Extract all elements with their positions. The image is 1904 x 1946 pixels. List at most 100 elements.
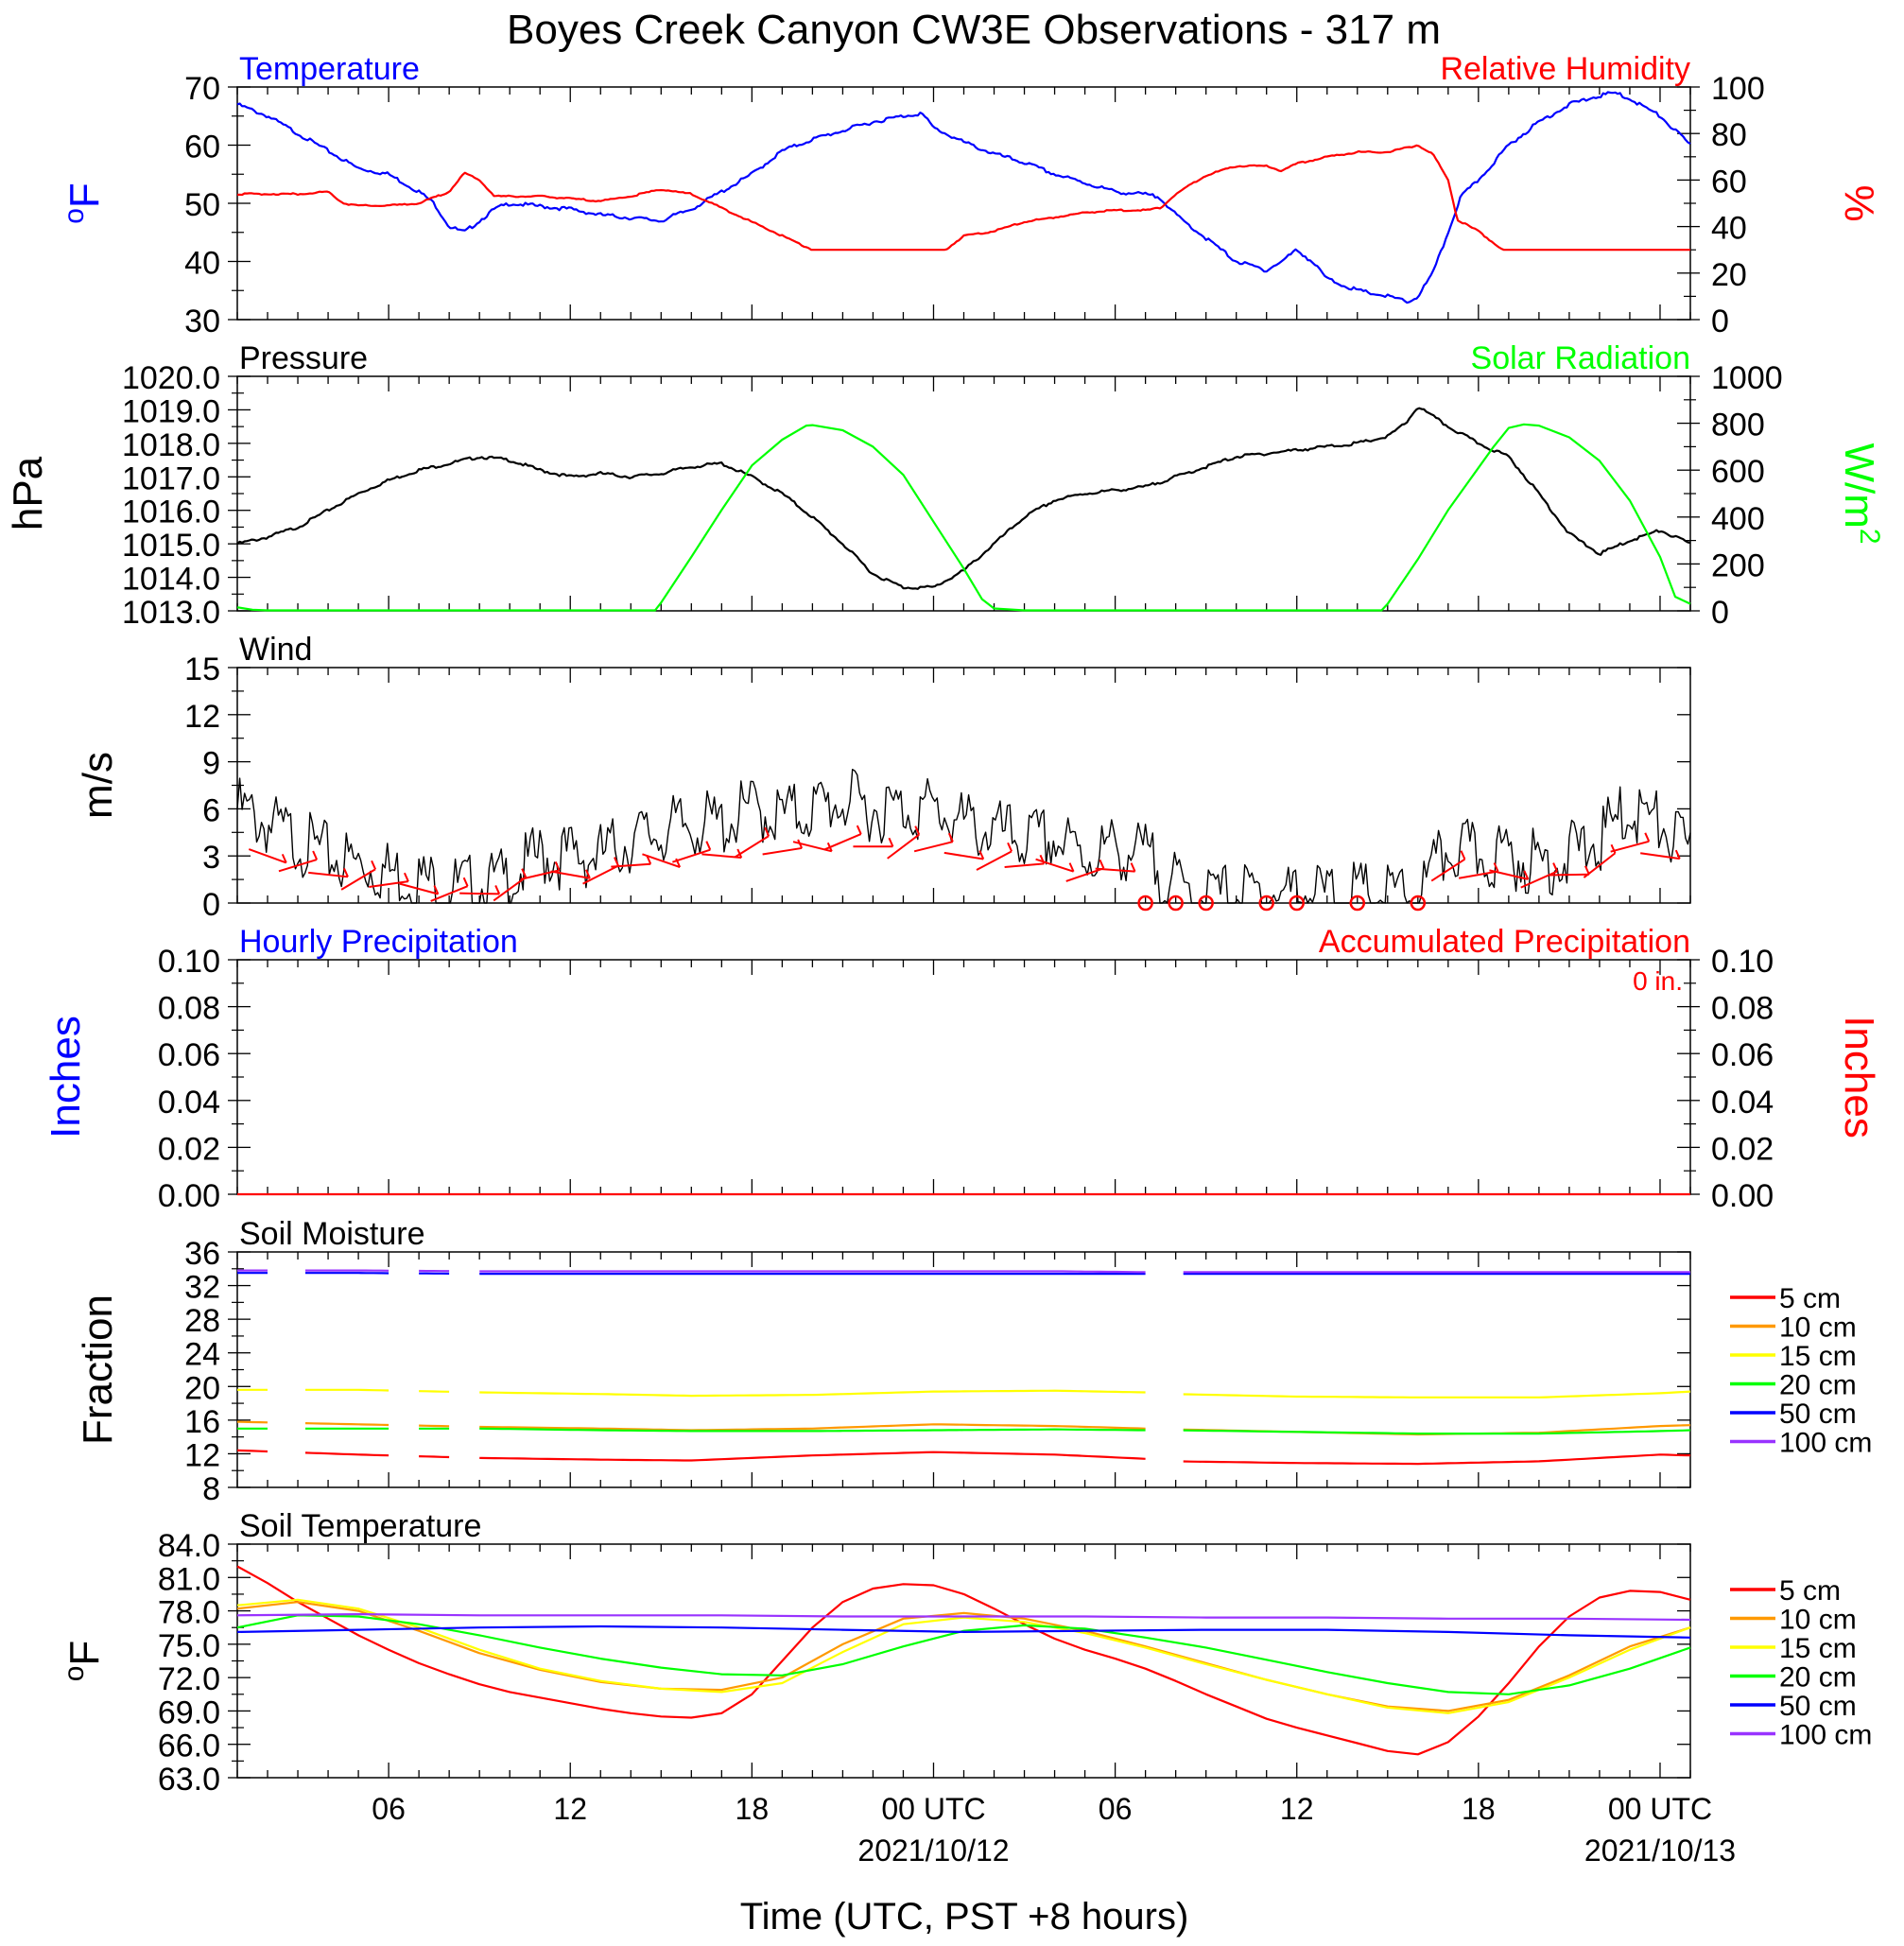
wind-barb-flag	[554, 860, 561, 871]
y-right-tick-label: 0.02	[1711, 1131, 1774, 1167]
series-line-relative-humidity	[236, 144, 1690, 252]
y-left-tick-label: 1019.0	[122, 393, 220, 429]
series-line-5-cm	[419, 1455, 450, 1459]
legend-label-15-cm: 15 cm	[1779, 1341, 1857, 1372]
legend-label-20-cm: 20 cm	[1779, 1370, 1857, 1401]
panel-precipitation: 0.00 0.02 0.04 0.06 0.08 0.10 0.00 0.02 0.04 0.06…	[43, 924, 1882, 1214]
wind-barb	[248, 848, 287, 864]
series-line-15-cm	[479, 1389, 1146, 1398]
wind-barb	[672, 848, 711, 863]
x-tick-label: 00 UTC	[1608, 1792, 1712, 1826]
y-left-tick-label: 63.0	[158, 1762, 220, 1798]
y-right-tick-label: 0.08	[1711, 991, 1774, 1027]
series-line-100-cm	[479, 1270, 1146, 1274]
calm-wind-marker	[1410, 895, 1427, 912]
wind-barb-flag	[521, 868, 528, 878]
wind-barb-flag	[1610, 843, 1617, 854]
accumulation-annotation: 0 in.	[1633, 966, 1683, 996]
wind-barb-flag	[584, 869, 591, 879]
wind-barb	[430, 885, 468, 902]
y-left-tick-label: 78.0	[158, 1595, 220, 1631]
x-tick-label: 06	[372, 1792, 406, 1826]
wind-barb-flag	[1460, 850, 1466, 860]
y-left-axis-title: hPa	[5, 456, 51, 530]
wind-barb-flag	[462, 877, 469, 887]
series-line-20-cm	[236, 1614, 1691, 1695]
y-left-tick-label: 1016.0	[122, 495, 220, 530]
y-left-tick-label: 36	[184, 1236, 220, 1272]
y-left-tick-label: 0.08	[158, 991, 220, 1027]
x-date-label: 2021/10/13	[1584, 1833, 1736, 1868]
wind-barb	[611, 862, 651, 868]
panel-right-title: Accumulated Precipitation	[1319, 924, 1690, 960]
wind-barb-flag	[1007, 842, 1013, 852]
y-left-tick-label: 70	[184, 71, 220, 107]
legend-label-10-cm: 10 cm	[1779, 1312, 1857, 1344]
wind-barb-flag	[343, 867, 349, 877]
y-left-tick-label: 15	[184, 652, 220, 687]
legend-label-20-cm: 20 cm	[1779, 1662, 1857, 1694]
wind-barb-flag	[705, 841, 712, 851]
y-left-tick-label: 28	[184, 1303, 220, 1339]
y-right-tick-label: 0	[1711, 304, 1729, 339]
wind-barb-flag	[914, 825, 921, 836]
y-left-tick-label: 1014.0	[122, 562, 220, 598]
time-axis: 06 12 18 00 UTC 2021/10/12 06 12 18 00 UTC 2021/1…	[372, 1792, 1736, 1868]
y-right-tick-label: 80	[1711, 117, 1747, 153]
wind-barb-flag	[494, 885, 501, 895]
series-line-temperature	[236, 91, 1691, 304]
series-line-5-cm	[304, 1451, 389, 1457]
series-line-10-cm	[479, 1423, 1146, 1432]
calm-wind-marker	[1258, 895, 1274, 912]
y-left-tick-label: 0.02	[158, 1131, 220, 1167]
wind-barb-flag	[947, 832, 954, 843]
wind-barb	[399, 882, 439, 895]
legend-label-10-cm: 10 cm	[1779, 1605, 1857, 1636]
series-line-10-cm	[304, 1422, 389, 1427]
y-right-axis-title: Inches	[1836, 1016, 1882, 1138]
x-tick-label: 18	[1462, 1792, 1496, 1826]
y-left-tick-label: 72.0	[158, 1661, 220, 1697]
x-axis-title: Time (UTC, PST +8 hours)	[740, 1896, 1189, 1937]
wind-barb	[278, 859, 318, 873]
panel-right-title: Relative Humidity	[1440, 51, 1690, 87]
wind-barb-flag	[1068, 862, 1075, 873]
y-left-tick-label: 30	[184, 304, 220, 339]
wind-barb	[493, 876, 527, 902]
legend-label-50-cm: 50 cm	[1779, 1399, 1857, 1430]
wind-barb	[459, 892, 500, 895]
panel-left-title: Temperature	[239, 51, 420, 87]
y-right-tick-label: 0.10	[1711, 944, 1774, 980]
y-left-tick-label: 75.0	[158, 1628, 220, 1664]
calm-wind-marker	[1289, 895, 1305, 912]
wind-barb-flag	[281, 853, 287, 863]
legend-label-5-cm: 5 cm	[1779, 1283, 1841, 1314]
wind-barb-flag	[764, 826, 770, 837]
calm-wind-marker	[1168, 895, 1184, 912]
y-right-tick-label: 40	[1711, 211, 1747, 247]
panel-temperature-humidity: 30 40 50 60 70 0 20 40 60 80 100 Temperature Relativ…	[59, 51, 1882, 339]
y-right-axis-title: W/m2	[1836, 443, 1885, 544]
series-line-15-cm	[419, 1390, 450, 1393]
series-line-15-cm	[305, 1388, 389, 1392]
y-right-tick-label: 200	[1711, 547, 1765, 583]
wind-barb	[1430, 858, 1465, 882]
y-right-tick-label: 800	[1711, 408, 1765, 443]
y-right-tick-label: 0.00	[1711, 1178, 1774, 1214]
y-left-tick-label: 1020.0	[122, 360, 220, 396]
wind-barb	[582, 864, 619, 885]
wind-barb	[976, 850, 1013, 871]
y-right-axis-title: %	[1836, 184, 1882, 221]
wind-barb	[1458, 870, 1498, 879]
y-left-tick-label: 1013.0	[122, 595, 220, 631]
series-line-10-cm	[236, 1420, 268, 1424]
y-left-axis-title: m/s	[75, 752, 121, 819]
y-left-tick-label: 60	[184, 130, 220, 165]
wind-barb	[1489, 869, 1529, 880]
wind-barb	[1065, 867, 1104, 882]
x-tick-label: 00 UTC	[881, 1792, 985, 1826]
y-left-tick-label: 0.10	[158, 944, 220, 980]
y-left-tick-label: 1015.0	[122, 528, 220, 564]
